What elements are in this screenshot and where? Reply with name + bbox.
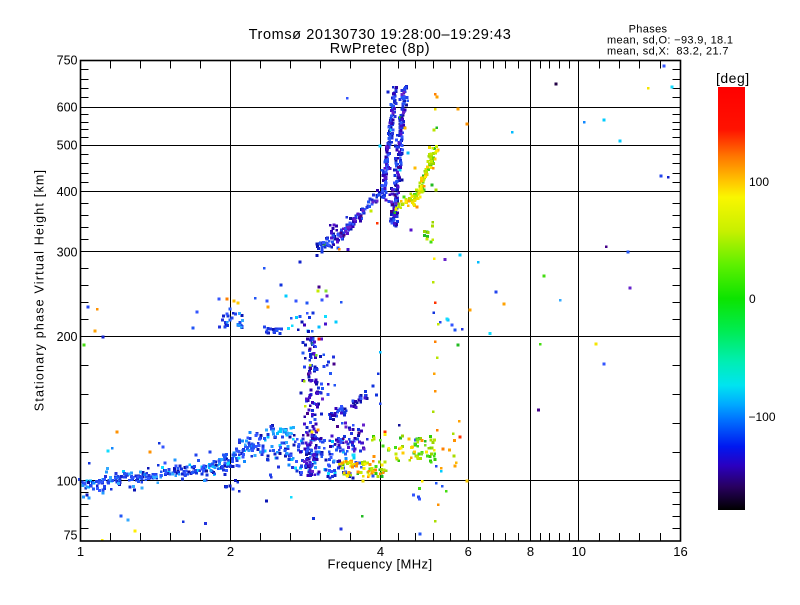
svg-text:100: 100 — [57, 475, 78, 489]
svg-text:mean, sd,O: −93.9, 18.1: mean, sd,O: −93.9, 18.1 — [607, 35, 733, 47]
svg-text:16: 16 — [673, 544, 687, 559]
svg-text:75: 75 — [64, 529, 78, 543]
svg-text:4: 4 — [377, 544, 384, 559]
svg-text:Frequency [MHz]: Frequency [MHz] — [328, 557, 433, 572]
svg-text:RwPretec (8p): RwPretec (8p) — [330, 41, 430, 57]
svg-text:8: 8 — [527, 544, 534, 559]
svg-text:750: 750 — [57, 54, 78, 68]
svg-text:600: 600 — [57, 101, 78, 115]
svg-text:[deg]: [deg] — [716, 70, 750, 86]
svg-text:6: 6 — [465, 544, 472, 559]
svg-text:Stationary phase Virtual Heigh: Stationary phase Virtual Height [km] — [33, 169, 47, 411]
svg-text:2: 2 — [227, 544, 234, 559]
svg-text:mean, sd,X: 83.2, 21.7: mean, sd,X: 83.2, 21.7 — [607, 46, 729, 58]
svg-text:1: 1 — [77, 544, 84, 559]
svg-text:400: 400 — [57, 185, 78, 199]
svg-text:100: 100 — [749, 175, 769, 189]
svg-text:500: 500 — [57, 139, 78, 153]
svg-text:10: 10 — [572, 544, 586, 559]
svg-text:Tromsø 20130730 19:28:00–19:29: Tromsø 20130730 19:28:00–19:29:43 — [249, 27, 512, 43]
svg-text:Phases: Phases — [629, 24, 668, 36]
svg-text:0: 0 — [749, 292, 756, 306]
svg-text:200: 200 — [57, 330, 78, 344]
svg-text:−100: −100 — [749, 410, 776, 424]
svg-text:300: 300 — [57, 246, 78, 260]
